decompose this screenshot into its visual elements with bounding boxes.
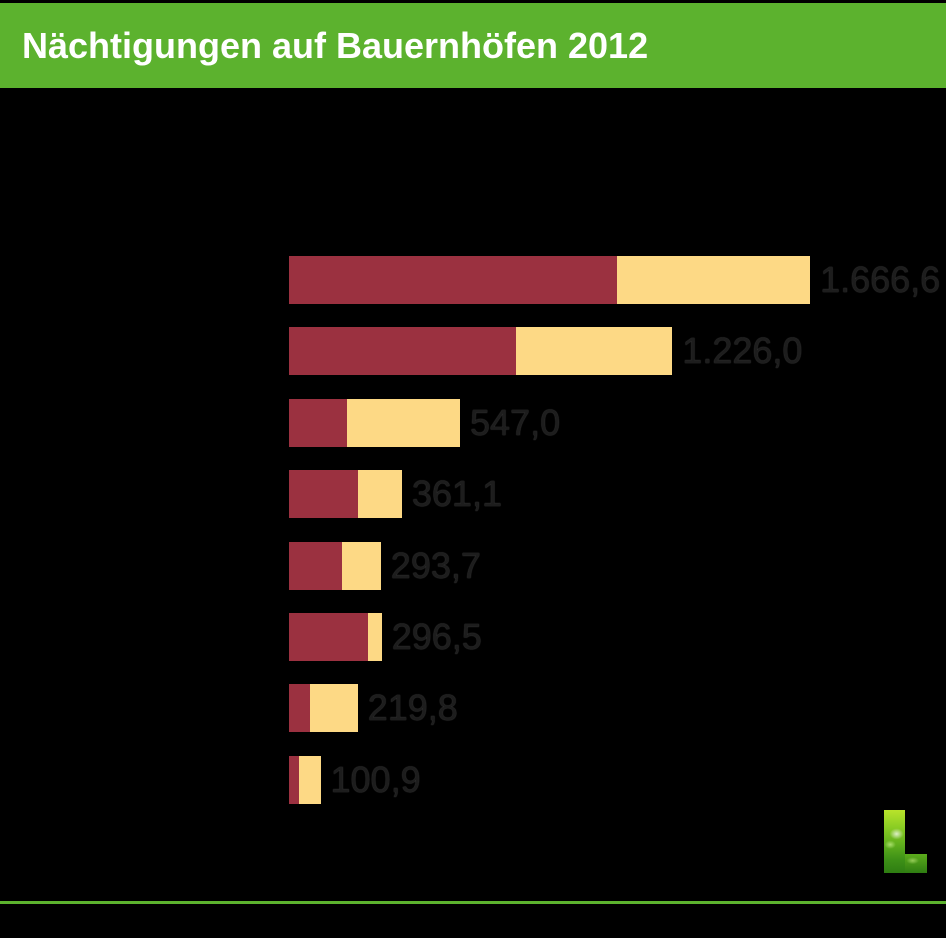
bar-segment-dark-red <box>289 541 342 590</box>
title-bar: Nächtigungen auf Bauernhöfen 2012 <box>0 3 946 88</box>
bar-segment-yellow <box>358 470 402 519</box>
bar-row: 1.226,0 <box>289 327 940 376</box>
bar-value-label: 293,7 <box>390 544 481 586</box>
bar-segment-dark-red <box>289 398 347 447</box>
bottom-divider-line <box>0 901 946 904</box>
bar-row: 547,0 <box>289 398 940 447</box>
bar-segment-yellow <box>299 755 321 804</box>
bar-segment-dark-red <box>289 755 299 804</box>
bar-value-label: 219,8 <box>367 687 458 729</box>
grass-letter-l-logo <box>884 810 927 873</box>
bar-segment-dark-red <box>289 327 516 376</box>
page-title: Nächtigungen auf Bauernhöfen 2012 <box>22 24 649 66</box>
bar-row: 100,9 <box>289 755 940 804</box>
bar-segment-dark-red <box>289 470 358 519</box>
bar-value-label: 547,0 <box>470 401 561 443</box>
bar-segment-yellow <box>617 256 811 304</box>
bar-value-label: 361,1 <box>411 473 502 515</box>
logo-stem <box>884 810 905 873</box>
logo-foot <box>905 854 927 873</box>
bar-segment-yellow <box>310 684 358 733</box>
bar-value-label: 100,9 <box>330 758 421 800</box>
bar-segment-yellow <box>347 398 460 447</box>
bar-row: 293,7 <box>289 541 940 590</box>
bar-value-label: 1.226,0 <box>682 330 803 372</box>
bar-row: 219,8 <box>289 684 940 733</box>
bar-segment-dark-red <box>289 684 310 733</box>
bar-segment-yellow <box>342 541 381 590</box>
bar-segment-dark-red <box>289 256 617 304</box>
bar-segment-yellow <box>516 327 673 376</box>
bar-row: 1.666,6 <box>289 256 940 304</box>
bar-row: 361,1 <box>289 470 940 519</box>
bar-segment-dark-red <box>289 612 368 661</box>
bar-segment-yellow <box>368 612 382 661</box>
bar-value-label: 1.666,6 <box>820 259 941 300</box>
bar-value-label: 296,5 <box>391 615 482 657</box>
bar-row: 296,5 <box>289 612 940 661</box>
stacked-bar-chart: 1.666,6 1.226,0 547,0 361,1 <box>289 256 940 804</box>
